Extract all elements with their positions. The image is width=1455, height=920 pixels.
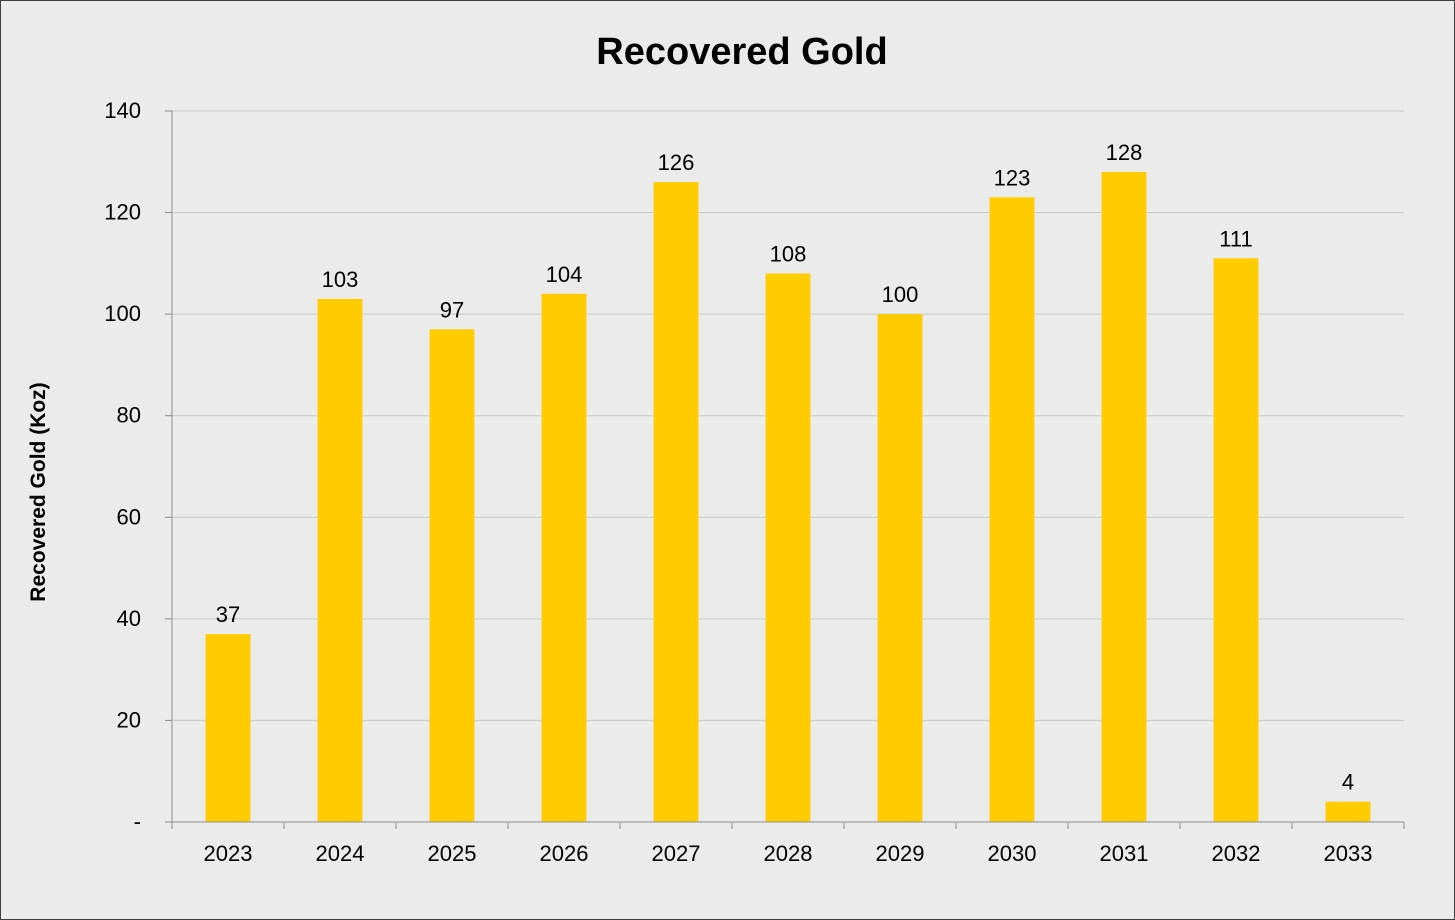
data-label: 100 <box>882 282 919 307</box>
x-tick-label: 2033 <box>1324 841 1373 866</box>
chart-title: Recovered Gold <box>596 31 887 73</box>
y-tick-label: 100 <box>104 301 141 326</box>
bar <box>317 298 363 823</box>
x-tick-label: 2028 <box>764 841 813 866</box>
x-tick-label: 2026 <box>540 841 589 866</box>
y-tick-label: 120 <box>104 200 141 225</box>
bar <box>877 314 923 822</box>
y-tick-label: 40 <box>117 606 141 631</box>
x-tick-label: 2029 <box>876 841 925 866</box>
y-tick-label: 20 <box>117 707 141 732</box>
bar <box>1101 171 1147 822</box>
x-tick-label: 2030 <box>988 841 1037 866</box>
x-tick-label: 2025 <box>428 841 477 866</box>
bar <box>1213 258 1259 822</box>
data-label: 128 <box>1106 140 1143 165</box>
bars <box>205 171 1371 823</box>
bar <box>1325 801 1371 822</box>
data-label: 108 <box>770 242 807 267</box>
y-axis-label: Recovered Gold (Koz) <box>27 382 50 601</box>
data-label: 126 <box>658 150 695 175</box>
data-label: 103 <box>322 267 359 292</box>
bar <box>653 182 699 823</box>
labels: - 20 40 60 80 100 120 140 37 2023 103 2024 97 2025 104… <box>104 98 1372 866</box>
y-tick-label: 80 <box>117 403 141 428</box>
axes <box>165 110 1405 829</box>
y-tick-label: 140 <box>104 98 141 123</box>
data-label: 97 <box>440 297 464 322</box>
data-label: 37 <box>216 602 240 627</box>
x-tick-label: 2024 <box>316 841 365 866</box>
bar <box>429 329 475 822</box>
data-label: 104 <box>546 262 583 287</box>
data-label: 123 <box>994 165 1031 190</box>
bar <box>541 293 587 822</box>
y-tick-label: - <box>134 809 141 834</box>
x-tick-label: 2031 <box>1100 841 1149 866</box>
x-tick-label: 2023 <box>204 841 253 866</box>
data-label: 111 <box>1219 226 1252 251</box>
x-tick-label: 2027 <box>652 841 701 866</box>
y-tick-label: 60 <box>117 504 141 529</box>
data-label: 4 <box>1342 770 1354 795</box>
bar <box>205 634 251 822</box>
x-tick-label: 2032 <box>1212 841 1261 866</box>
bar <box>989 197 1035 823</box>
bar <box>765 273 811 822</box>
